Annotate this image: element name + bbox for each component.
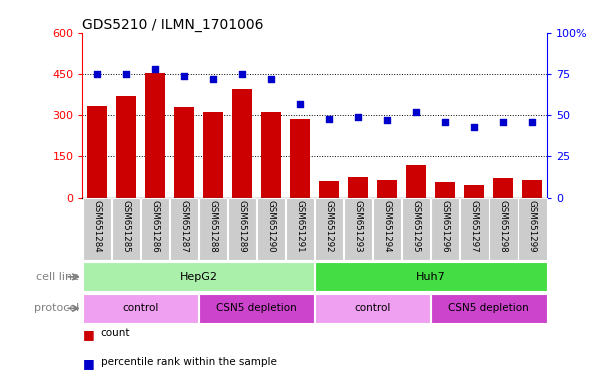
Bar <box>82 262 315 291</box>
Point <box>469 124 479 130</box>
Bar <box>348 177 368 198</box>
Point <box>324 116 334 122</box>
Bar <box>199 199 227 260</box>
Point <box>527 119 537 125</box>
Text: control: control <box>354 303 391 313</box>
Text: GSM651297: GSM651297 <box>470 200 479 253</box>
Text: GSM651298: GSM651298 <box>499 200 508 253</box>
Text: GSM651286: GSM651286 <box>150 200 159 253</box>
Bar <box>377 180 397 198</box>
Bar <box>141 199 169 260</box>
Point <box>295 101 305 107</box>
Bar <box>489 199 518 260</box>
Point <box>353 114 363 120</box>
Text: GDS5210 / ILMN_1701006: GDS5210 / ILMN_1701006 <box>82 18 264 31</box>
Point <box>92 71 102 77</box>
Text: GSM651296: GSM651296 <box>441 200 450 253</box>
Text: GSM651289: GSM651289 <box>238 200 247 253</box>
Bar <box>232 89 252 198</box>
Point <box>266 76 276 82</box>
Text: ■: ■ <box>82 328 94 341</box>
Bar <box>464 185 485 198</box>
Bar <box>402 199 431 260</box>
Bar <box>373 199 401 260</box>
Bar <box>431 199 459 260</box>
Text: GSM651285: GSM651285 <box>122 200 131 253</box>
Point <box>208 76 218 82</box>
Text: GSM651288: GSM651288 <box>208 200 218 253</box>
Text: GSM651292: GSM651292 <box>324 200 334 253</box>
Text: cell line: cell line <box>37 272 79 282</box>
Text: HepG2: HepG2 <box>180 272 218 282</box>
Bar <box>290 119 310 198</box>
Text: count: count <box>101 328 130 338</box>
Bar <box>174 108 194 198</box>
Text: protocol: protocol <box>34 303 79 313</box>
Text: percentile rank within the sample: percentile rank within the sample <box>101 357 277 367</box>
Bar <box>87 106 107 198</box>
Bar <box>82 294 199 323</box>
Bar <box>286 199 315 260</box>
Bar <box>315 199 343 260</box>
Bar <box>518 199 547 260</box>
Point <box>179 73 189 79</box>
Bar <box>116 96 136 198</box>
Bar <box>522 180 543 198</box>
Text: GSM651284: GSM651284 <box>92 200 101 253</box>
Point <box>382 117 392 123</box>
Text: CSN5 depletion: CSN5 depletion <box>216 303 297 313</box>
Text: GSM651287: GSM651287 <box>180 200 189 253</box>
Point <box>150 66 160 72</box>
Bar <box>82 199 111 260</box>
Bar <box>112 199 141 260</box>
Text: GSM651295: GSM651295 <box>412 200 421 253</box>
Point <box>237 71 247 77</box>
Bar <box>203 112 223 198</box>
Bar <box>344 199 373 260</box>
Point <box>411 109 421 115</box>
Bar <box>199 294 315 323</box>
Bar <box>170 199 199 260</box>
Text: GSM651294: GSM651294 <box>382 200 392 253</box>
Point <box>441 119 450 125</box>
Bar <box>257 199 285 260</box>
Text: control: control <box>122 303 159 313</box>
Point <box>121 71 131 77</box>
Text: GSM651290: GSM651290 <box>266 200 276 253</box>
Bar <box>319 181 339 198</box>
Bar <box>493 179 513 198</box>
Text: CSN5 depletion: CSN5 depletion <box>448 303 529 313</box>
Text: GSM651293: GSM651293 <box>354 200 363 253</box>
Point <box>499 119 508 125</box>
Bar <box>435 182 455 198</box>
Bar <box>145 73 165 198</box>
Bar <box>406 165 426 198</box>
Bar <box>261 112 281 198</box>
Text: ■: ■ <box>82 357 94 370</box>
Bar <box>228 199 257 260</box>
Bar <box>460 199 489 260</box>
Bar <box>315 294 431 323</box>
Text: GSM651299: GSM651299 <box>528 200 537 253</box>
Text: Huh7: Huh7 <box>416 272 445 282</box>
Bar <box>315 262 547 291</box>
Text: GSM651291: GSM651291 <box>296 200 305 253</box>
Bar <box>431 294 547 323</box>
